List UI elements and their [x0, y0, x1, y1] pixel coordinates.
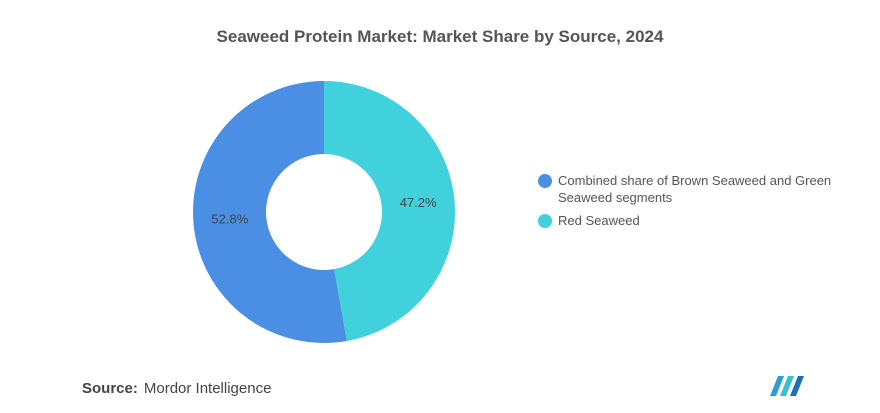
- legend-marker: [538, 214, 552, 228]
- chart-title: Seaweed Protein Market: Market Share by …: [216, 27, 664, 46]
- legend: Combined share of Brown Seaweed and Gree…: [538, 172, 858, 235]
- legend-marker: [538, 174, 552, 188]
- donut-segment: [324, 81, 455, 341]
- source-label: Source:: [82, 380, 138, 397]
- data-label: 47.2%: [400, 195, 437, 210]
- donut-segment: [193, 81, 347, 344]
- legend-item: Combined share of Brown Seaweed and Gree…: [538, 172, 858, 206]
- legend-label: Combined share of Brown Seaweed and Gree…: [558, 173, 832, 205]
- legend-label: Red Seaweed: [558, 213, 640, 228]
- data-label: 52.8%: [211, 212, 248, 227]
- source: Source: Mordor Intelligence: [82, 380, 271, 397]
- source-text: Mordor Intelligence: [143, 380, 272, 397]
- logo: [770, 376, 804, 396]
- legend-item: Red Seaweed: [538, 212, 858, 229]
